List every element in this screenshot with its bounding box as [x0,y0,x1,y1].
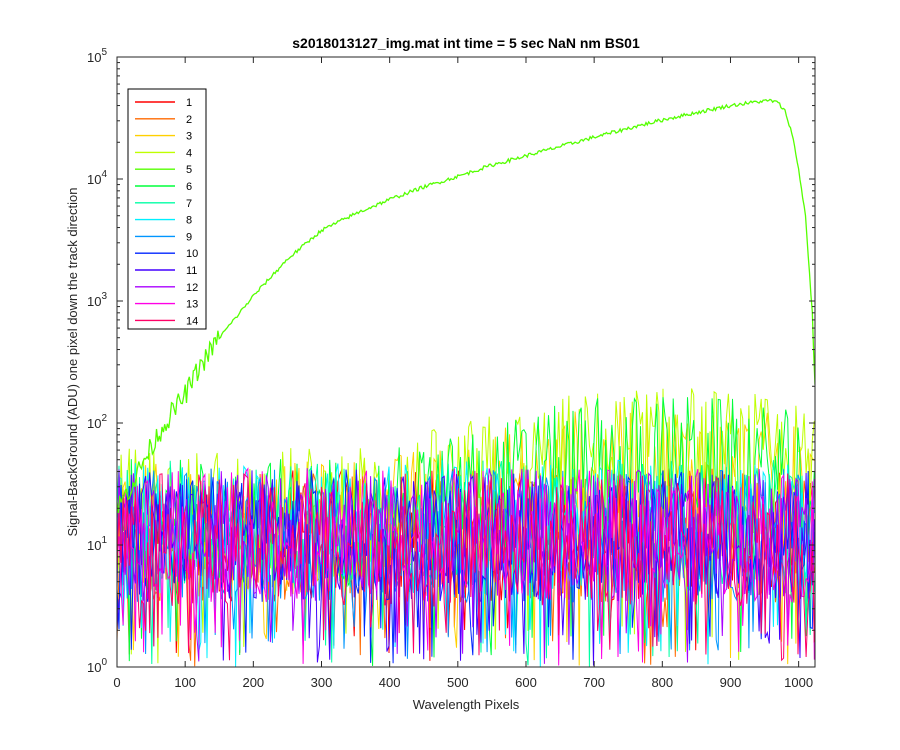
y-tick-label: 102 [87,413,107,431]
x-tick-label: 900 [720,675,742,690]
x-tick-label: 0 [113,675,120,690]
x-tick-label: 400 [379,675,401,690]
series-13-line [117,467,815,666]
y-axis-label: Signal-BackGround (ADU) one pixel down t… [65,187,80,536]
x-tick-label: 800 [651,675,673,690]
x-tick-label: 500 [447,675,469,690]
plot-frame [116,56,816,668]
legend-label-9: 9 [186,231,192,243]
axis-layer: 0 100 200 300 400 500 600 700 800 900 100010010110… [87,47,815,690]
legend-label-2: 2 [186,114,192,126]
x-tick-label: 700 [583,675,605,690]
y-tick-label: 101 [87,535,107,553]
legend-label-10: 10 [186,248,198,260]
legend-label-5: 5 [186,164,192,176]
x-tick-label: 600 [515,675,537,690]
legend-label-12: 12 [186,282,198,294]
y-tick-label: 104 [87,169,107,187]
y-tick-label: 105 [87,47,107,65]
series-12-line [117,468,815,664]
x-tick-label: 100 [174,675,196,690]
legend-label-3: 3 [186,131,192,143]
legend-label-11: 11 [186,265,197,277]
y-tick-label: 100 [87,657,107,675]
legend-label-8: 8 [186,215,192,227]
x-tick-label: 200 [242,675,264,690]
legend-label-4: 4 [186,147,192,159]
legend-box [127,88,207,330]
legend-label-13: 13 [186,299,198,311]
x-tick-label: 300 [311,675,333,690]
series-layer [117,98,815,667]
series-14-line [117,472,815,662]
legend-label-14: 14 [186,315,198,327]
x-axis-label: Wavelength Pixels [413,697,520,712]
y-tick-label: 103 [87,291,107,309]
legend-label-1: 1 [186,97,192,109]
legend-label-7: 7 [186,198,192,210]
chart-title: s2018013127_img.mat int time = 5 sec NaN… [292,35,640,51]
x-tick-label: 1000 [784,675,813,690]
legend-label-6: 6 [186,181,192,193]
series-5-line [117,98,815,513]
